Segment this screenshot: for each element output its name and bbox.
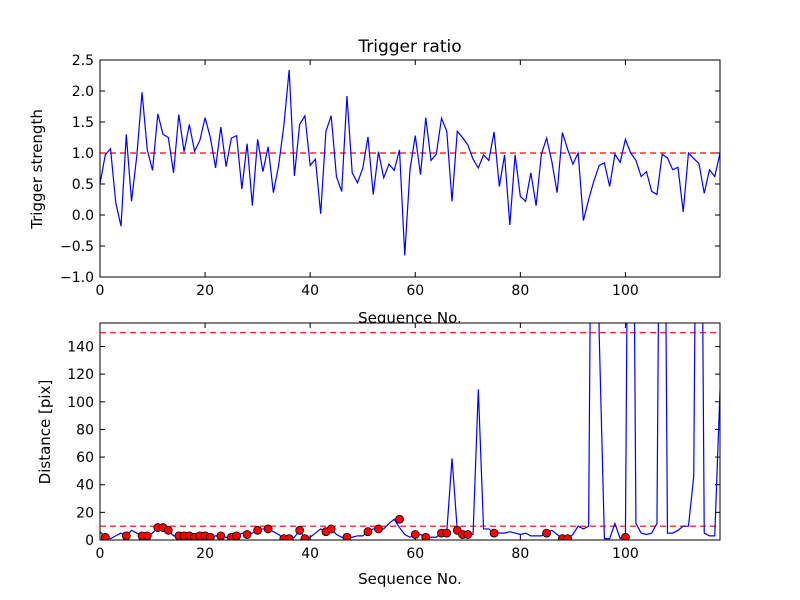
data-marker: [263, 524, 273, 534]
x-tick-label: 0: [96, 546, 105, 562]
x-tick-label: 80: [511, 546, 529, 562]
data-marker: [100, 532, 110, 540]
y-tick-label: 120: [67, 367, 94, 383]
data-marker: [563, 534, 573, 540]
data-marker: [295, 525, 305, 535]
y-tick-label: −0.5: [60, 239, 94, 255]
x-tick-label: 20: [196, 546, 214, 562]
x-tick-label: 0: [96, 283, 105, 299]
x-ticks: 0 20 40 60 80 100: [96, 323, 639, 562]
y-tick-label: 0: [85, 533, 94, 549]
data-marker: [216, 531, 226, 540]
y-tick-label: −1.0: [60, 270, 94, 286]
x-tick-label: 60: [406, 546, 424, 562]
plot-frame: [99, 322, 721, 541]
data-marker: [253, 525, 263, 535]
data-marker: [284, 534, 294, 540]
y-tick-label: 1.0: [72, 146, 94, 162]
data-marker: [121, 531, 131, 540]
data-marker: [163, 525, 173, 535]
y-ticks: −1.0 −0.5 0.0 0.5 1.0 1.5 2.0 2.5: [60, 53, 720, 286]
data-marker: [421, 532, 431, 540]
y-tick-label: 100: [67, 395, 94, 411]
data-marker: [542, 528, 552, 538]
y-ticks: 0 20 40 60 80 100 120 140: [67, 339, 720, 549]
data-marker: [442, 528, 452, 538]
y-tick-label: 20: [76, 505, 94, 521]
x-axis-label: Sequence No.: [358, 570, 462, 588]
x-tick-label: 80: [511, 283, 529, 299]
marker-group: [100, 514, 630, 540]
data-marker: [300, 534, 310, 540]
y-tick-label: 40: [76, 478, 94, 494]
trigger-ratio-chart: Trigger ratio 0 20 40 60 80 100 −1.0 −0.5 0.0 0.…: [28, 37, 721, 327]
y-tick-label: 0.5: [72, 177, 94, 193]
data-marker: [205, 532, 215, 540]
y-tick-label: 2.0: [72, 84, 94, 100]
y-tick-label: 1.5: [72, 115, 94, 131]
data-marker: [395, 514, 404, 524]
data-marker: [463, 530, 473, 539]
y-tick-label: 80: [76, 422, 94, 438]
distance-chart: 0 20 40 60 80 100 0 20 40 60 80 100 120 140 Sequence…: [36, 322, 721, 588]
x-ticks: 0 20 40 60 80 100: [96, 60, 639, 299]
chart-title: Trigger ratio: [357, 37, 461, 57]
data-marker: [410, 530, 420, 539]
threshold-lines: [100, 332, 720, 527]
y-tick-label: 140: [67, 339, 94, 355]
data-marker: [489, 528, 499, 538]
data-marker: [621, 532, 630, 540]
plot-area: [100, 323, 720, 540]
plot-frame: [99, 59, 721, 278]
x-tick-label: 40: [301, 546, 319, 562]
y-axis-label: Distance [pix]: [36, 380, 54, 485]
y-axis-label: Trigger strength: [28, 109, 46, 230]
y-tick-label: 0.0: [72, 208, 94, 224]
x-tick-label: 100: [612, 546, 639, 562]
y-tick-label: 60: [76, 450, 94, 466]
data-marker: [242, 530, 252, 539]
y-tick-label: 2.5: [72, 53, 94, 69]
data-marker: [326, 524, 336, 534]
data-marker: [232, 531, 242, 540]
data-marker: [374, 524, 383, 534]
data-marker: [363, 527, 373, 537]
data-marker: [342, 532, 352, 540]
series-line-trigger-strength: [100, 69, 720, 256]
x-tick-label: 100: [612, 283, 639, 299]
x-tick-label: 20: [196, 283, 214, 299]
data-marker: [142, 531, 152, 540]
x-tick-label: 60: [406, 283, 424, 299]
x-tick-label: 40: [301, 283, 319, 299]
